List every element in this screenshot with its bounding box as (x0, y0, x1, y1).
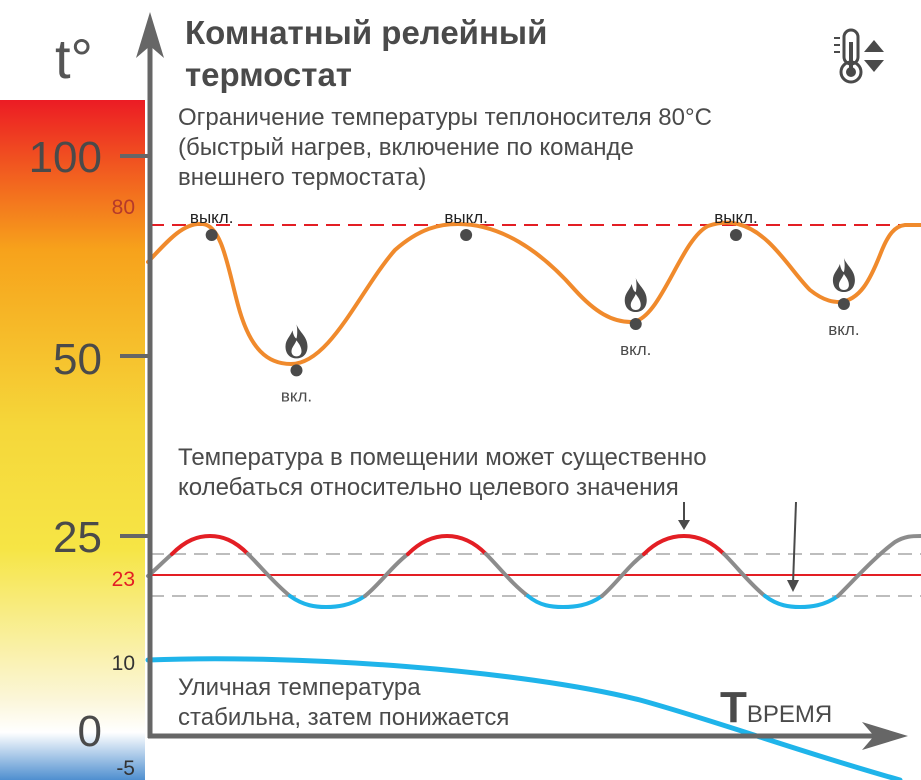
room-curve-below (288, 594, 367, 610)
room-curve-mid (600, 552, 646, 598)
tick-label-50: 50 (53, 335, 102, 384)
room-curve-above (170, 533, 250, 556)
tick-label-minus-5: -5 (116, 757, 135, 780)
off-point-marker (729, 229, 742, 241)
flame-icon (624, 278, 647, 312)
tick-label-23: 23 (112, 568, 135, 591)
room-curve-above (642, 533, 726, 556)
annotation-arrowhead-peak (678, 520, 690, 530)
tick-label-10: 10 (112, 652, 135, 675)
room-curve-mid (246, 552, 292, 598)
temperature-color-scale (0, 100, 145, 780)
thermometer-icon (834, 28, 884, 84)
room-curve-mid (722, 552, 767, 598)
tick-label-25: 25 (53, 513, 102, 562)
room-curve-mid (363, 552, 410, 598)
on-point-marker (290, 364, 303, 377)
outdoor-note-line-2: стабильна, затем понижается (178, 704, 509, 731)
on-point-marker (629, 318, 642, 330)
coolant-temperature-curve (146, 220, 921, 367)
room-curve-mid (836, 534, 921, 598)
annotation-arrowhead-trough (787, 580, 799, 592)
off-event-label: выкл. (190, 208, 234, 227)
room-curve-below (763, 594, 840, 610)
off-event-label: выкл. (714, 208, 758, 227)
flame-icon (285, 324, 308, 359)
on-point-marker (837, 298, 850, 310)
on-event-label: вкл. (281, 386, 312, 405)
off-point-marker (205, 229, 218, 241)
room-curve-above (406, 533, 488, 556)
x-axis-arrow (862, 722, 908, 750)
room-curve-mid (484, 552, 530, 598)
title-line-1: Комнатный релейный (185, 14, 547, 51)
room-note-line-2: колебаться относительно целевого значени… (178, 474, 679, 501)
coolant-note-line-3: внешнего термостата) (178, 164, 426, 191)
y-axis-label: t° (55, 27, 93, 90)
room-note-line-1: Температура в помещении может существенн… (178, 444, 707, 471)
x-axis-label: TВРЕМЯ (720, 683, 832, 732)
tick-label-0: 0 (78, 707, 102, 756)
coolant-note-line-2: (быстрый нагрев, включение по команде (178, 134, 634, 161)
coolant-note-line-1: Ограничение температуры теплоносителя 80… (178, 104, 712, 131)
switch-events: выкл. выкл. выкл. вкл. вкл. вкл. (190, 208, 860, 405)
room-curve-below (526, 594, 604, 610)
title-line-2: термостат (185, 56, 352, 93)
outdoor-note-line-1: Уличная температура (178, 674, 421, 701)
outdoor-temperature-curve (145, 656, 903, 780)
tick-label-100: 100 (29, 133, 102, 182)
off-point-marker (460, 229, 473, 241)
annotation-arrow-trough (792, 501, 797, 585)
tick-label-80: 80 (112, 196, 135, 219)
room-temperature-curve (146, 533, 921, 610)
flame-icon (832, 258, 855, 292)
off-event-label: выкл. (444, 208, 488, 227)
on-event-label: вкл. (828, 320, 859, 339)
on-event-label: вкл. (620, 340, 651, 359)
y-axis-arrow (136, 12, 164, 58)
